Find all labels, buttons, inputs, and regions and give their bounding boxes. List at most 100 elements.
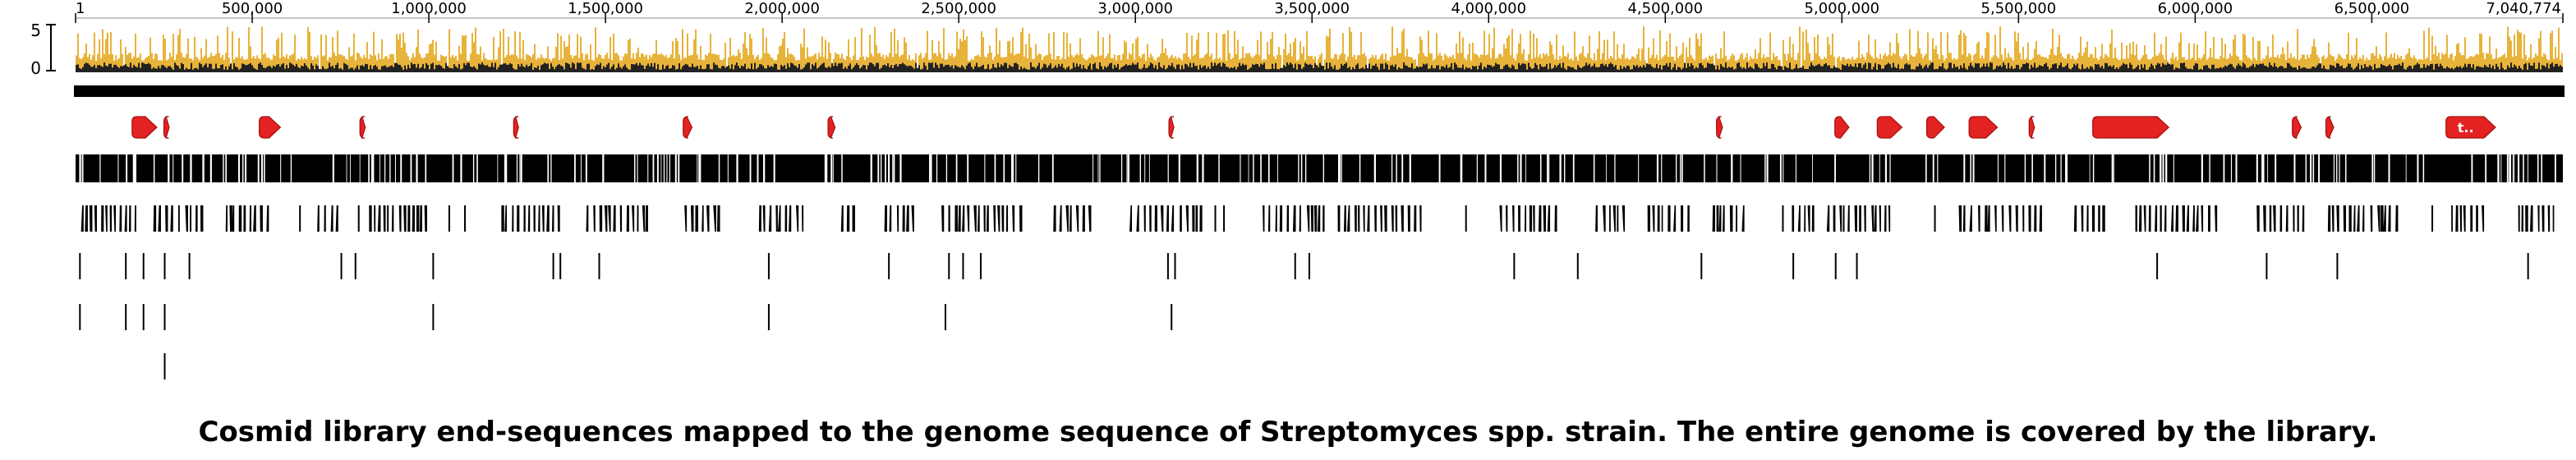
read-tier-track[interactable] xyxy=(80,205,2555,232)
coverage-gap xyxy=(1144,154,1146,182)
sparse-read-mark[interactable] xyxy=(340,253,343,279)
coverage-gap xyxy=(1997,154,1999,182)
coverage-gap xyxy=(257,154,260,182)
read-tier-marks xyxy=(80,205,2555,232)
annotation-arrow[interactable] xyxy=(2325,116,2334,139)
coverage-gap xyxy=(736,154,738,182)
sparse-read-mark[interactable] xyxy=(79,253,81,279)
annotation-arrow[interactable] xyxy=(131,116,158,139)
coverage-gap xyxy=(2209,154,2210,182)
annotation-arrow[interactable] xyxy=(2445,116,2496,139)
sparse-read-mark[interactable] xyxy=(1174,253,1176,279)
coverage-gap xyxy=(757,154,759,182)
coverage-gap xyxy=(2388,154,2390,182)
coverage-gap xyxy=(349,154,351,182)
coverage-graph[interactable] xyxy=(76,26,2563,72)
coverage-gap xyxy=(400,154,402,182)
sparse-read-mark[interactable] xyxy=(354,253,356,279)
sparse-read-mark[interactable] xyxy=(1308,253,1310,279)
coverage-gap xyxy=(2160,154,2162,182)
sparse-read-mark[interactable] xyxy=(1792,253,1795,279)
axis-tick-label: 5,000,000 xyxy=(1805,0,1880,17)
annotation-arrow[interactable] xyxy=(513,116,519,139)
sparse-read-mark[interactable] xyxy=(432,253,435,279)
annotation-arrow[interactable] xyxy=(163,116,170,139)
coverage-gap xyxy=(2422,154,2425,182)
coverage-gap xyxy=(656,154,659,182)
annotation-arrow[interactable] xyxy=(1716,116,1723,139)
coverage-gap xyxy=(1779,154,1782,182)
sparse-read-mark[interactable] xyxy=(1513,253,1516,279)
sparse-read-mark[interactable] xyxy=(767,253,770,279)
sparse-read-mark[interactable] xyxy=(142,304,145,330)
annotation-arrow[interactable] xyxy=(1968,116,1999,139)
coverage-gap xyxy=(242,154,244,182)
coverage-gap xyxy=(1037,154,1040,182)
axis-tick-label: 3,000,000 xyxy=(1097,0,1173,17)
annotation-arrow[interactable] xyxy=(1168,116,1175,139)
sparse-read-mark[interactable] xyxy=(767,304,770,330)
sparse-read-mark[interactable] xyxy=(2156,253,2159,279)
coverage-gap xyxy=(669,154,670,182)
coverage-gap xyxy=(2305,154,2307,182)
sparse-read-mark[interactable] xyxy=(125,304,127,330)
sparse-read-mark[interactable] xyxy=(125,253,127,279)
annotation-arrow[interactable] xyxy=(359,116,366,139)
sparse-read-mark[interactable] xyxy=(962,253,964,279)
sparse-read-mark[interactable] xyxy=(1856,253,1858,279)
coverage-gap xyxy=(1593,154,1595,182)
annotation-arrow[interactable] xyxy=(1876,116,1903,139)
coverage-gap xyxy=(1148,154,1150,182)
sparse-read-mark[interactable] xyxy=(888,253,890,279)
genome-sequence-bar[interactable] xyxy=(74,85,2564,97)
sparse-read-mark[interactable] xyxy=(163,253,166,279)
sparse-read-mark[interactable] xyxy=(1834,253,1837,279)
coverage-gap xyxy=(1139,154,1142,182)
sparse-read-mark[interactable] xyxy=(2336,253,2339,279)
annotation-arrow[interactable] xyxy=(2092,116,2170,139)
sparse-read-mark[interactable] xyxy=(979,253,982,279)
coverage-gap xyxy=(1015,154,1017,182)
sparse-read-mark[interactable] xyxy=(552,253,554,279)
sparse-read-mark[interactable] xyxy=(1576,253,1579,279)
coverage-gap xyxy=(1439,154,1441,182)
coverage-gap xyxy=(1766,154,1769,182)
coverage-gap xyxy=(209,154,212,182)
sparse-read-mark[interactable] xyxy=(432,304,435,330)
sparse-read-mark[interactable] xyxy=(163,353,166,380)
annotation-arrow[interactable] xyxy=(827,116,836,139)
annotation-arrow[interactable] xyxy=(683,116,693,139)
sparse-read-mark[interactable] xyxy=(1294,253,1296,279)
sparse-read-mark[interactable] xyxy=(142,253,145,279)
coverage-gap xyxy=(1322,154,1324,182)
annotation-arrow[interactable] xyxy=(259,116,282,139)
coverage-gap xyxy=(2537,154,2539,182)
sparse-read-mark[interactable] xyxy=(598,253,600,279)
annotation-track[interactable]: t.. xyxy=(131,116,2496,139)
sparse-read-mark[interactable] xyxy=(188,253,191,279)
sparse-read-mark[interactable] xyxy=(944,304,946,330)
dense-reads-track[interactable] xyxy=(76,154,2563,182)
sparse-read-mark[interactable] xyxy=(2527,253,2529,279)
axis-tick-label: 500,000 xyxy=(222,0,283,17)
sparse-read-mark[interactable] xyxy=(1700,253,1703,279)
coverage-gap xyxy=(2261,154,2264,182)
sparse-read-mark[interactable] xyxy=(1166,253,1169,279)
coverage-gap xyxy=(994,154,996,182)
annotation-arrow[interactable] xyxy=(1834,116,1850,139)
sparse-read-mark[interactable] xyxy=(1171,304,1173,330)
coverage-gap xyxy=(678,154,680,182)
sparse-read-mark[interactable] xyxy=(559,253,562,279)
annotation-arrow[interactable] xyxy=(2028,116,2036,139)
sparse-read-mark[interactable] xyxy=(2266,253,2268,279)
annotation-arrow[interactable] xyxy=(1925,116,1945,139)
coverage-gap xyxy=(1304,154,1307,182)
annotation-arrow[interactable] xyxy=(2292,116,2302,139)
axis-tick-label: 5,500,000 xyxy=(1981,0,2057,17)
sparse-read-mark[interactable] xyxy=(163,304,166,330)
coverage-gap xyxy=(117,154,119,182)
sparse-read-tracks[interactable] xyxy=(79,253,2529,380)
sparse-read-mark[interactable] xyxy=(79,304,81,330)
sparse-read-mark[interactable] xyxy=(948,253,950,279)
genome-viewer[interactable]: 1 500,000 1,000,000 1,500,000 2,000,000 2,500… xyxy=(0,0,2576,394)
